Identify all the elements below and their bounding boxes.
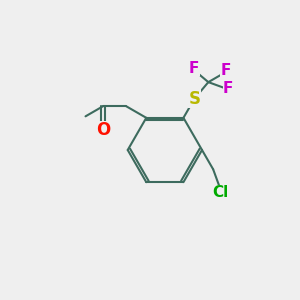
Text: O: O	[96, 121, 110, 139]
Text: F: F	[223, 81, 233, 96]
Text: F: F	[189, 61, 200, 76]
Text: S: S	[189, 89, 201, 107]
Text: F: F	[220, 63, 231, 78]
Text: Cl: Cl	[212, 185, 229, 200]
